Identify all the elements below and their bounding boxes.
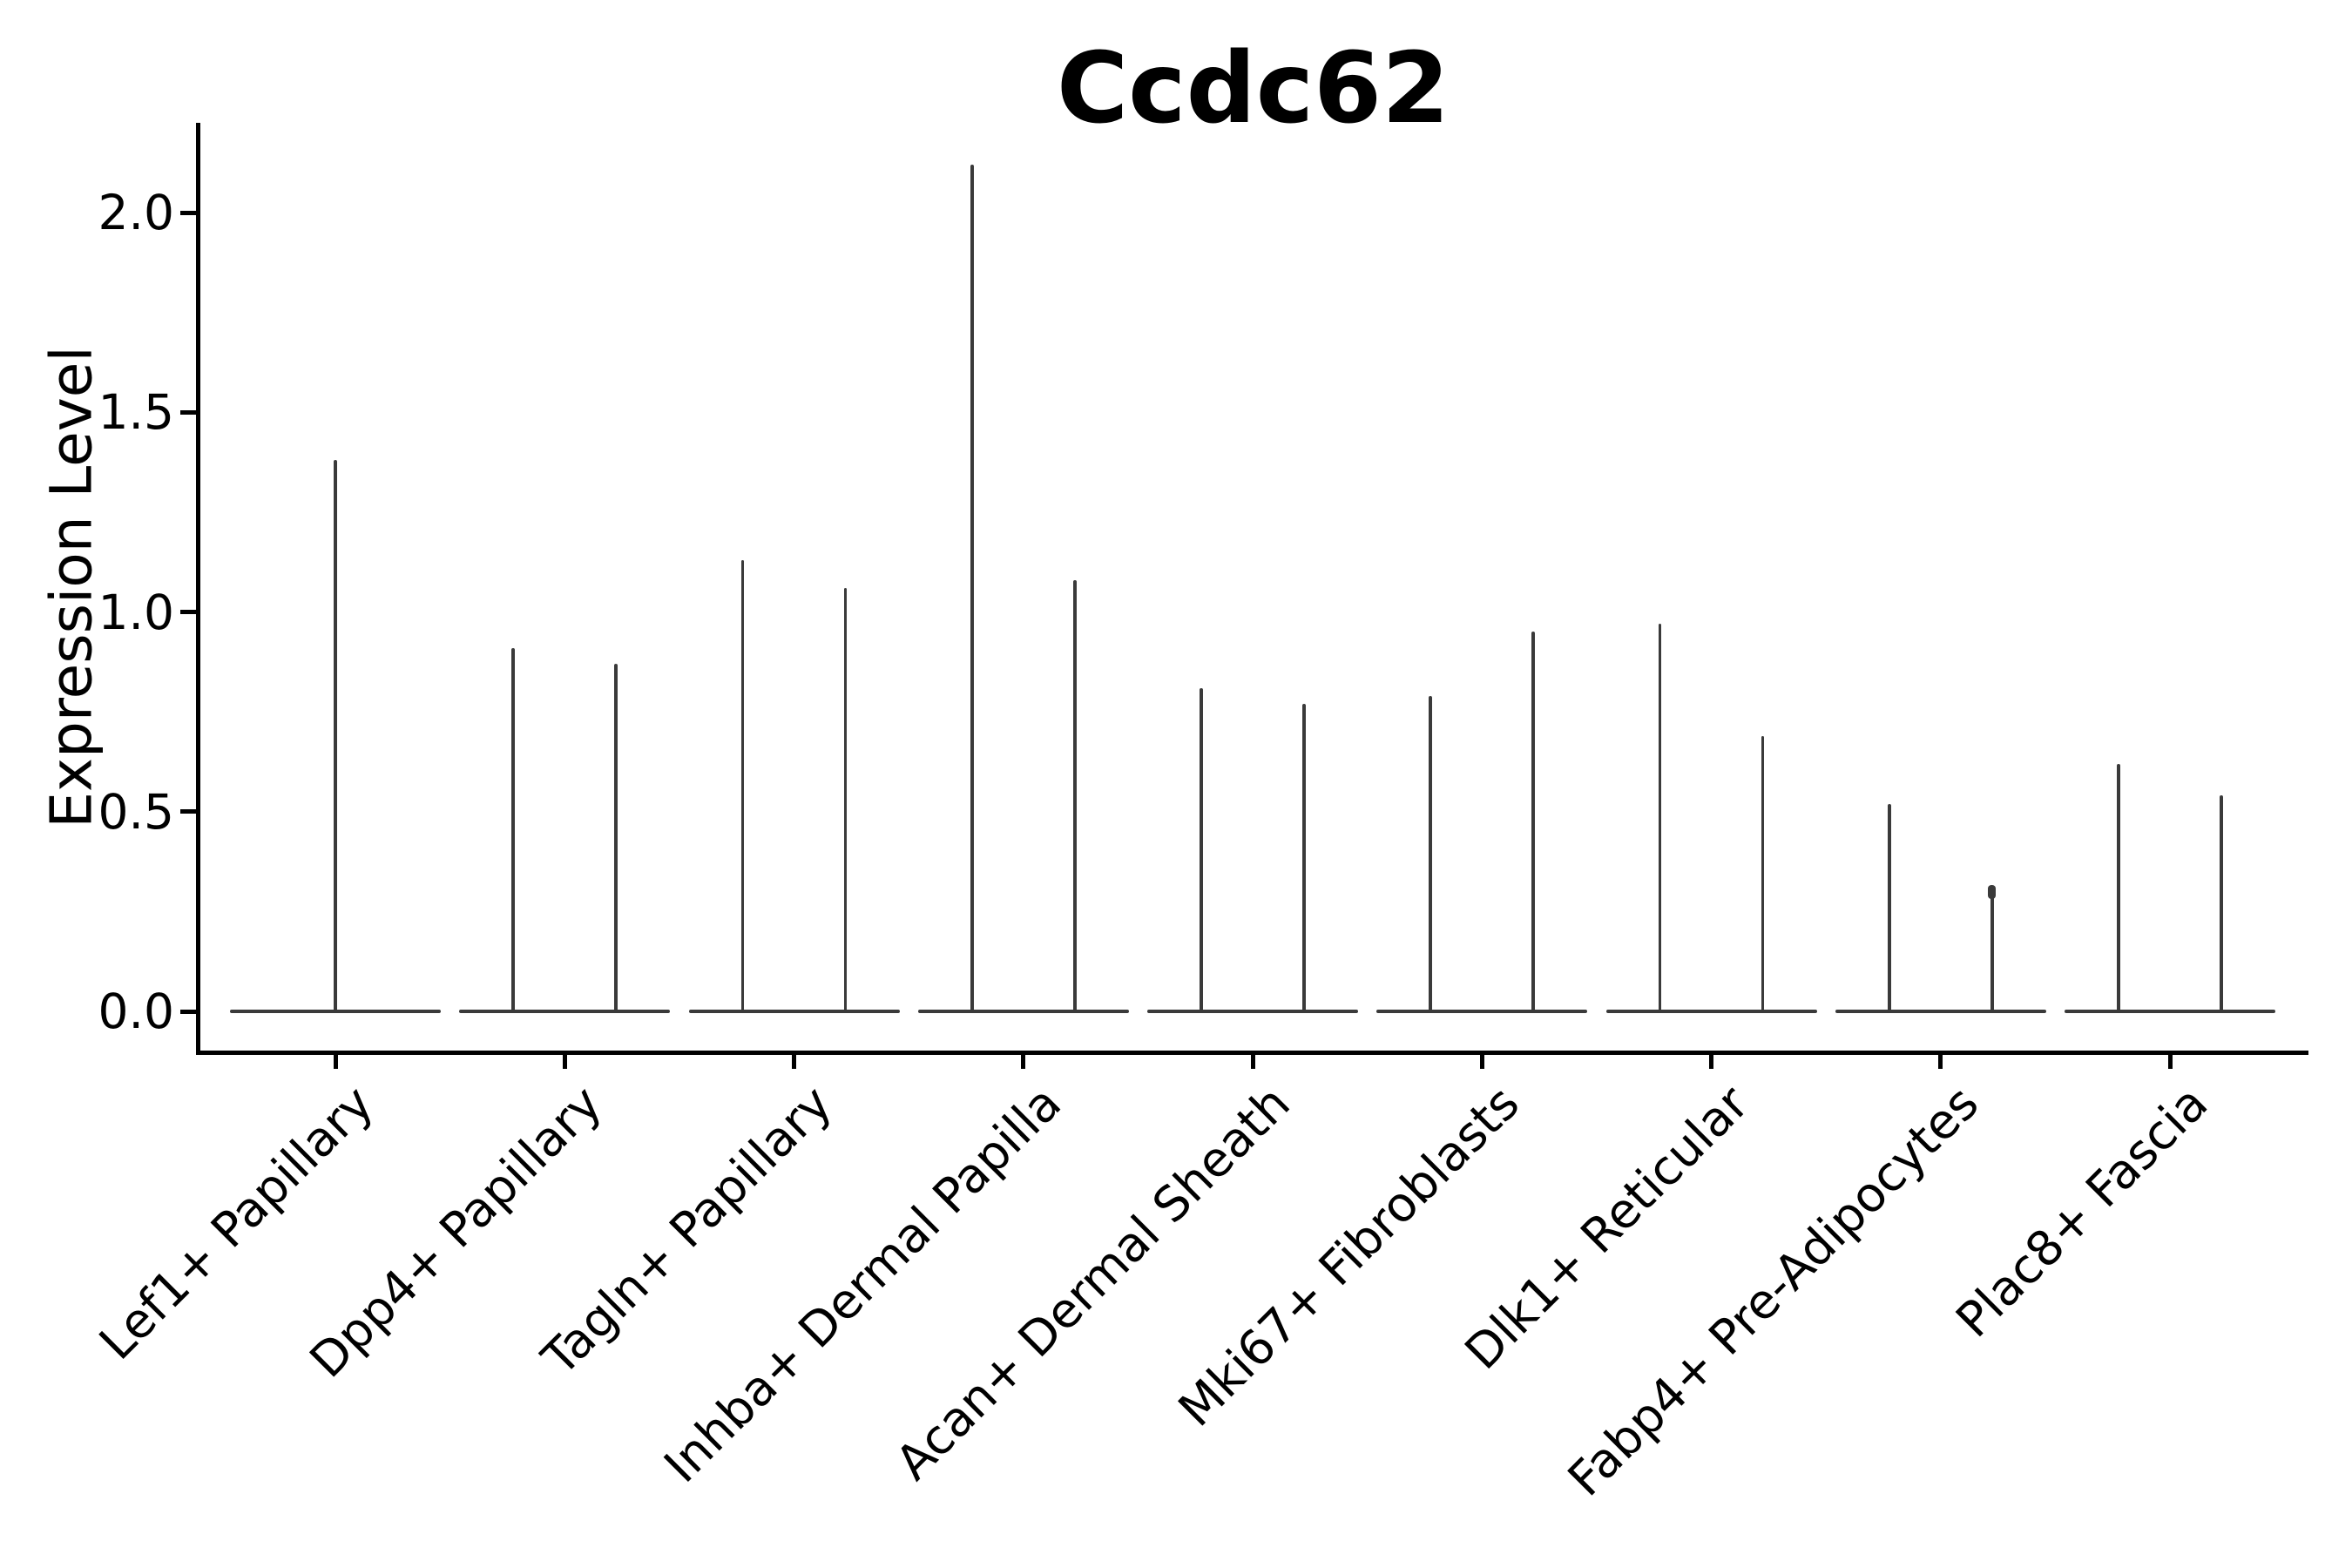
x-tick-mark <box>1938 1054 1943 1069</box>
x-tick-mark <box>792 1054 796 1069</box>
y-tick-label: 0.5 <box>98 783 174 840</box>
y-tick-mark <box>179 409 196 415</box>
violin-baseline <box>459 1009 671 1014</box>
violin-spike <box>970 164 974 1014</box>
violin-spike <box>511 647 516 1014</box>
x-tick-mark <box>1021 1054 1026 1069</box>
y-tick-label: 1.0 <box>98 584 174 640</box>
violin-spike <box>843 587 848 1014</box>
violin-spike <box>2220 795 2223 1014</box>
x-axis-spine <box>195 1050 2308 1055</box>
violin-spike <box>1658 624 1662 1014</box>
x-tick-mark <box>1709 1054 1713 1069</box>
violin-spike <box>1990 887 1994 1014</box>
y-tick-mark <box>179 610 196 614</box>
x-tick-mark <box>562 1054 567 1069</box>
violin-baseline <box>1147 1009 1358 1014</box>
violin-baseline <box>2065 1009 2275 1014</box>
violin-spike <box>1200 687 1203 1014</box>
violin-baseline <box>1376 1009 1588 1014</box>
y-tick-mark <box>179 809 196 814</box>
violin-spike <box>1429 695 1433 1014</box>
x-tick-label: Inhba+ Dermal Papilla <box>652 1075 1072 1494</box>
x-tick-mark <box>2167 1054 2173 1069</box>
violin-spike <box>614 664 618 1014</box>
violin-spike <box>740 559 745 1014</box>
y-tick-label: 2.0 <box>98 185 174 240</box>
violin-spike <box>1887 803 1891 1014</box>
violin-spike <box>334 460 337 1014</box>
violin-spike <box>1761 735 1765 1014</box>
x-tick-mark <box>1479 1054 1484 1069</box>
violin-spike-tip <box>1988 884 1997 899</box>
chart-title: Ccdc62 <box>1056 32 1450 145</box>
y-tick-mark <box>179 210 196 215</box>
violin-spike <box>2117 763 2120 1014</box>
y-axis-spine <box>195 123 200 1055</box>
violin-spike <box>1302 703 1306 1014</box>
violin-spike <box>1531 632 1535 1014</box>
x-tick-mark <box>1250 1054 1255 1069</box>
violin-baseline <box>917 1009 1129 1014</box>
x-tick-mark <box>333 1054 338 1069</box>
x-tick-label: Acan+ Dermal Sheath <box>885 1075 1301 1491</box>
violin-spike <box>1072 579 1077 1014</box>
y-tick-mark <box>179 1009 196 1014</box>
y-tick-label: 0.0 <box>98 983 174 1039</box>
violin-baseline <box>688 1009 900 1014</box>
violin-baseline <box>1605 1009 1817 1014</box>
x-tick-label: Fabp4+ Pre-Adipocytes <box>1557 1075 1990 1507</box>
violin-baseline <box>1835 1009 2046 1014</box>
y-tick-label: 1.5 <box>98 384 174 441</box>
